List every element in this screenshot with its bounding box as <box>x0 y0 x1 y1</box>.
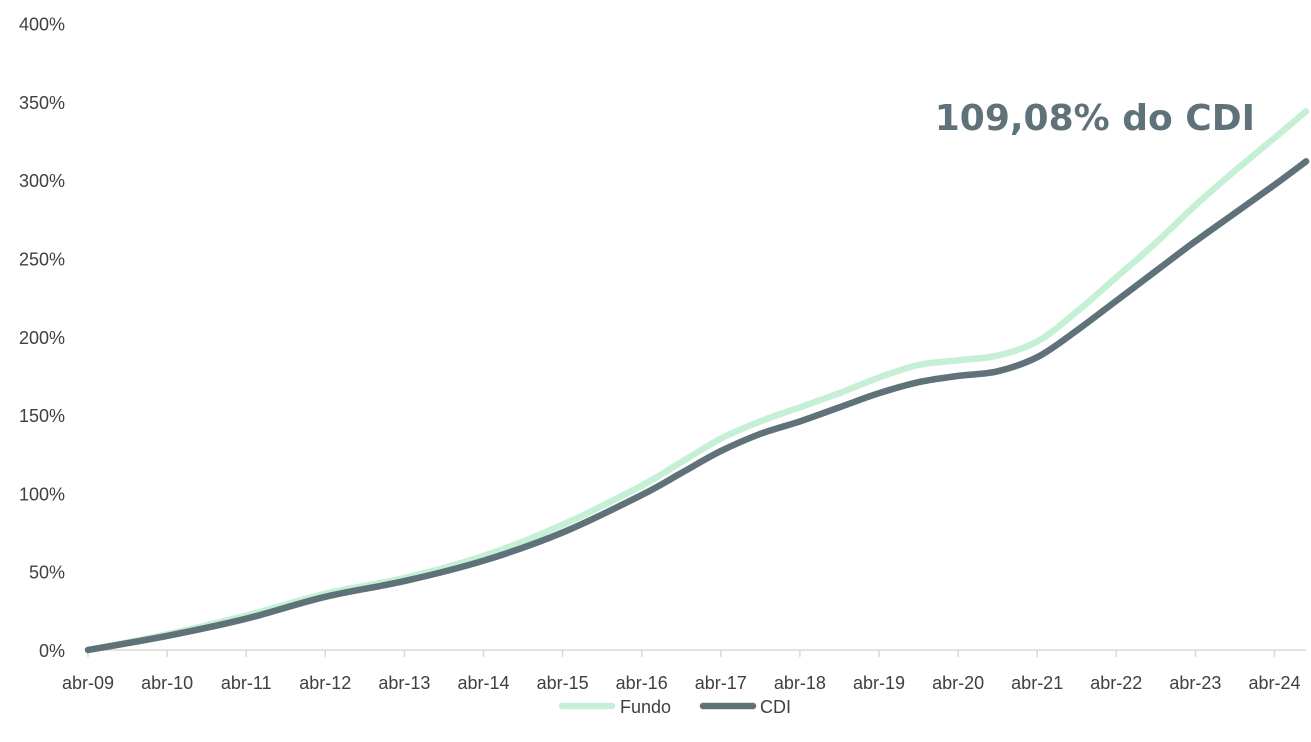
x-tick-label: abr-17 <box>695 673 747 693</box>
y-tick-label: 300% <box>19 171 65 191</box>
series-line-cdi <box>84 158 1310 654</box>
y-tick-label: 350% <box>19 93 65 113</box>
y-tick-label: 200% <box>19 328 65 348</box>
y-tick-label: 0% <box>39 641 65 661</box>
x-axis: abr-09 abr-10 abr-11 abr-12 abr-13 abr-14 abr-… <box>62 649 1307 693</box>
legend-label-fundo: Fundo <box>620 697 671 717</box>
x-tick-label: abr-13 <box>378 673 430 693</box>
series-line-fundo <box>84 108 1310 654</box>
x-tick-label: abr-20 <box>932 673 984 693</box>
x-tick-label: abr-21 <box>1011 673 1063 693</box>
y-tick-label: 50% <box>29 563 65 583</box>
legend-label-cdi: CDI <box>760 697 791 717</box>
x-tick-label: abr-10 <box>141 673 193 693</box>
x-tick-label: abr-14 <box>457 673 509 693</box>
y-tick-label: 100% <box>19 484 65 504</box>
y-tick-label: 250% <box>19 250 65 270</box>
y-tick-label: 400% <box>19 15 65 35</box>
x-tick-label: abr-11 <box>221 673 272 693</box>
x-tick-label: abr-24 <box>1248 673 1300 693</box>
annotation-label: 109,08% do CDI <box>935 98 1255 139</box>
x-tick-label: abr-15 <box>537 673 589 693</box>
y-axis: 0% 50% 100% 150% 200% 250% 300% 350% 400% <box>19 15 65 661</box>
x-tick-label: abr-16 <box>616 673 668 693</box>
series-layer <box>84 108 1310 654</box>
x-tick-label: abr-12 <box>299 673 351 693</box>
y-tick-label: 150% <box>19 406 65 426</box>
legend: Fundo CDI <box>558 697 791 717</box>
x-tick-label: abr-19 <box>853 673 905 693</box>
x-tick-label: abr-09 <box>62 673 114 693</box>
x-tick-label: abr-22 <box>1090 673 1142 693</box>
x-tick-label: abr-18 <box>774 673 826 693</box>
x-tick-label: abr-23 <box>1169 673 1221 693</box>
